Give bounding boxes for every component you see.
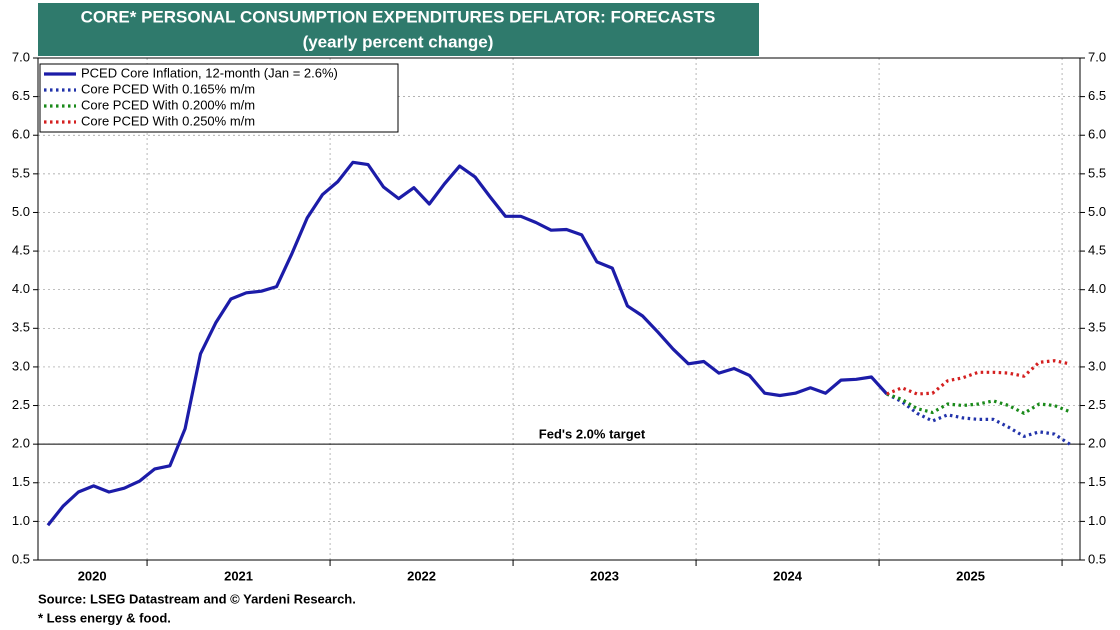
y2-tick-label: 6.5 xyxy=(1088,88,1106,103)
y-tick-label: 0.5 xyxy=(12,551,30,566)
y2-tick-label: 3.5 xyxy=(1088,320,1106,335)
y2-tick-label: 1.5 xyxy=(1088,474,1106,489)
y2-tick-label: 4.0 xyxy=(1088,281,1106,296)
footnote: * Less energy & food. xyxy=(38,610,171,625)
y2-tick-label: 2.5 xyxy=(1088,397,1106,412)
legend-label: PCED Core Inflation, 12-month (Jan = 2.6… xyxy=(81,65,338,80)
legend-label: Core PCED With 0.250% m/m xyxy=(81,113,255,128)
legend-label: Core PCED With 0.200% m/m xyxy=(81,97,255,112)
y-tick-label: 7.0 xyxy=(12,49,30,64)
source: Source: LSEG Datastream and © Yardeni Re… xyxy=(38,591,356,606)
plot-frame xyxy=(37,57,1081,561)
y-tick-label: 2.0 xyxy=(12,436,30,451)
y-tick-label: 5.0 xyxy=(12,204,30,219)
y-tick-label: 4.0 xyxy=(12,281,30,296)
y-tick-label: 5.5 xyxy=(12,165,30,180)
x-tick-label: 2021 xyxy=(224,568,253,583)
series-line xyxy=(886,359,1071,396)
x-tick-label: 2025 xyxy=(956,568,985,583)
y2-tick-label: 3.0 xyxy=(1088,358,1106,373)
y-tick-label: 2.5 xyxy=(12,397,30,412)
y2-tick-label: 4.5 xyxy=(1088,243,1106,258)
y2-tick-label: 5.5 xyxy=(1088,165,1106,180)
y-tick-label: 6.5 xyxy=(12,88,30,103)
y-tick-label: 3.5 xyxy=(12,320,30,335)
y-tick-label: 1.0 xyxy=(12,513,30,528)
x-tick-label: 2024 xyxy=(773,568,803,583)
y-tick-label: 1.5 xyxy=(12,474,30,489)
y2-tick-label: 5.0 xyxy=(1088,204,1106,219)
y2-tick-label: 1.0 xyxy=(1088,513,1106,528)
y2-tick-label: 7.0 xyxy=(1088,49,1106,64)
x-tick-label: 2023 xyxy=(590,568,619,583)
series-line xyxy=(46,160,888,527)
annotation: Fed's 2.0% target xyxy=(539,427,646,442)
y-tick-label: 4.5 xyxy=(12,243,30,258)
chart-subtitle: (yearly percent change) xyxy=(303,32,494,51)
legend xyxy=(39,63,399,133)
y-tick-label: 3.0 xyxy=(12,358,30,373)
x-tick-label: 2022 xyxy=(407,568,436,583)
legend-label: Core PCED With 0.165% m/m xyxy=(81,81,255,96)
chart-title: CORE* PERSONAL CONSUMPTION EXPENDITURES … xyxy=(81,7,716,26)
y2-tick-label: 2.0 xyxy=(1088,436,1106,451)
y2-tick-label: 6.0 xyxy=(1088,127,1106,142)
x-tick-label: 2020 xyxy=(78,568,107,583)
series-line xyxy=(886,392,1071,446)
title-banner xyxy=(38,3,759,56)
y2-tick-label: 0.5 xyxy=(1088,551,1106,566)
series-line xyxy=(886,392,1071,415)
y-tick-label: 6.0 xyxy=(12,127,30,142)
